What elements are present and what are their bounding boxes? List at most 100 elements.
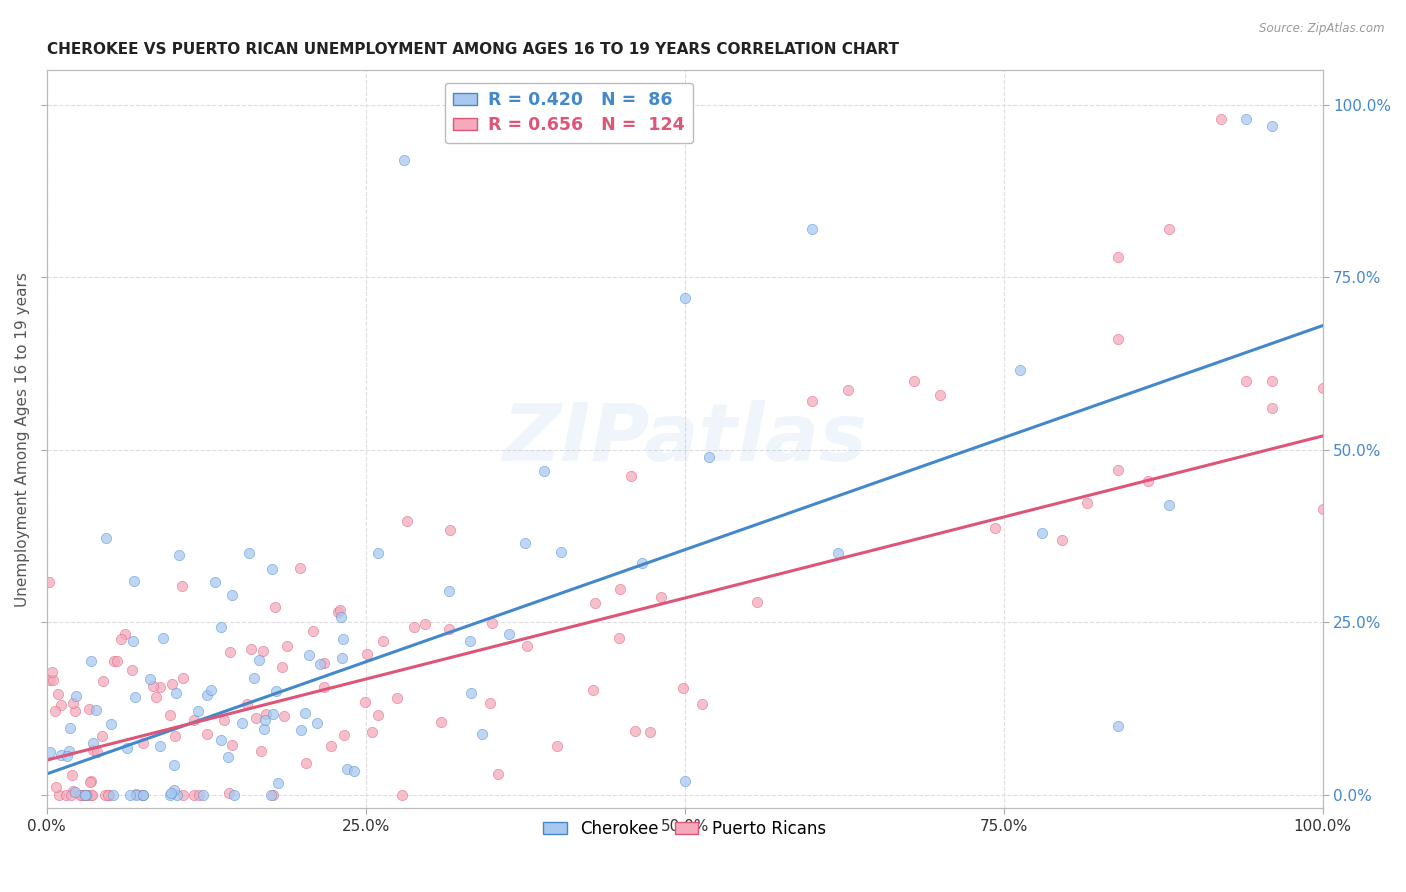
Point xyxy=(183,788,205,802)
Point xyxy=(385,691,408,706)
Point xyxy=(252,722,274,736)
Point xyxy=(243,671,266,685)
Point xyxy=(65,704,87,718)
Point xyxy=(75,788,97,802)
Point xyxy=(288,561,311,575)
Point xyxy=(245,711,267,725)
Point xyxy=(353,695,375,709)
Point xyxy=(264,683,287,698)
Point xyxy=(1234,112,1257,126)
Point xyxy=(1031,525,1053,540)
Point xyxy=(361,724,384,739)
Point xyxy=(478,696,501,710)
Point xyxy=(65,690,87,704)
Point xyxy=(533,464,555,478)
Point xyxy=(139,672,162,686)
Point xyxy=(437,622,460,636)
Point xyxy=(152,631,174,645)
Point xyxy=(63,784,86,798)
Point xyxy=(326,605,349,619)
Point xyxy=(1234,374,1257,388)
Point xyxy=(76,788,98,802)
Point xyxy=(745,595,768,609)
Point xyxy=(163,729,186,743)
Point xyxy=(486,766,509,780)
Point xyxy=(312,657,335,671)
Point xyxy=(58,744,80,758)
Point xyxy=(321,739,343,753)
Point xyxy=(329,603,352,617)
Point xyxy=(250,744,273,758)
Point xyxy=(402,619,425,633)
Point xyxy=(41,665,63,680)
Point xyxy=(132,788,155,802)
Point xyxy=(105,654,128,668)
Point xyxy=(1107,463,1129,477)
Point xyxy=(44,704,66,718)
Point xyxy=(1076,496,1098,510)
Point xyxy=(159,786,181,800)
Point xyxy=(97,788,120,802)
Point xyxy=(96,531,118,545)
Point xyxy=(125,788,148,802)
Point xyxy=(221,738,243,752)
Point xyxy=(170,579,193,593)
Point xyxy=(79,774,101,789)
Point xyxy=(38,673,60,687)
Point xyxy=(131,788,153,802)
Point xyxy=(80,774,103,789)
Point xyxy=(163,783,186,797)
Point xyxy=(191,788,214,802)
Point xyxy=(984,521,1007,535)
Point xyxy=(80,788,103,802)
Point xyxy=(165,686,187,700)
Point xyxy=(45,780,67,794)
Text: ZIPatlas: ZIPatlas xyxy=(502,401,868,478)
Point xyxy=(159,707,181,722)
Point xyxy=(1159,222,1181,236)
Point xyxy=(254,706,277,721)
Point xyxy=(550,545,572,559)
Point xyxy=(308,657,330,671)
Point xyxy=(110,632,132,647)
Point xyxy=(80,654,103,668)
Point xyxy=(928,387,950,401)
Point xyxy=(100,717,122,731)
Point xyxy=(82,743,104,757)
Point xyxy=(260,562,283,576)
Point xyxy=(262,788,284,802)
Point xyxy=(827,546,849,560)
Point xyxy=(42,673,65,687)
Point xyxy=(413,617,436,632)
Point xyxy=(631,556,654,570)
Point xyxy=(430,714,453,729)
Point xyxy=(481,615,503,630)
Point xyxy=(159,788,181,802)
Point xyxy=(1159,498,1181,512)
Point xyxy=(295,756,318,770)
Point xyxy=(167,548,190,562)
Point xyxy=(145,690,167,705)
Point xyxy=(332,632,354,646)
Point xyxy=(49,748,72,763)
Point xyxy=(330,651,353,665)
Point xyxy=(1050,533,1073,547)
Point xyxy=(49,698,72,712)
Point xyxy=(195,688,218,702)
Point xyxy=(218,786,240,800)
Point xyxy=(38,575,60,590)
Point xyxy=(121,663,143,677)
Point xyxy=(69,788,91,802)
Point xyxy=(172,788,194,802)
Point xyxy=(60,768,83,782)
Point xyxy=(1312,502,1334,516)
Point xyxy=(94,788,117,802)
Point xyxy=(70,788,93,802)
Point xyxy=(697,450,720,465)
Point xyxy=(294,706,316,720)
Point xyxy=(90,729,112,743)
Point xyxy=(333,728,356,742)
Point xyxy=(252,644,274,658)
Point xyxy=(801,394,824,409)
Point xyxy=(356,648,378,662)
